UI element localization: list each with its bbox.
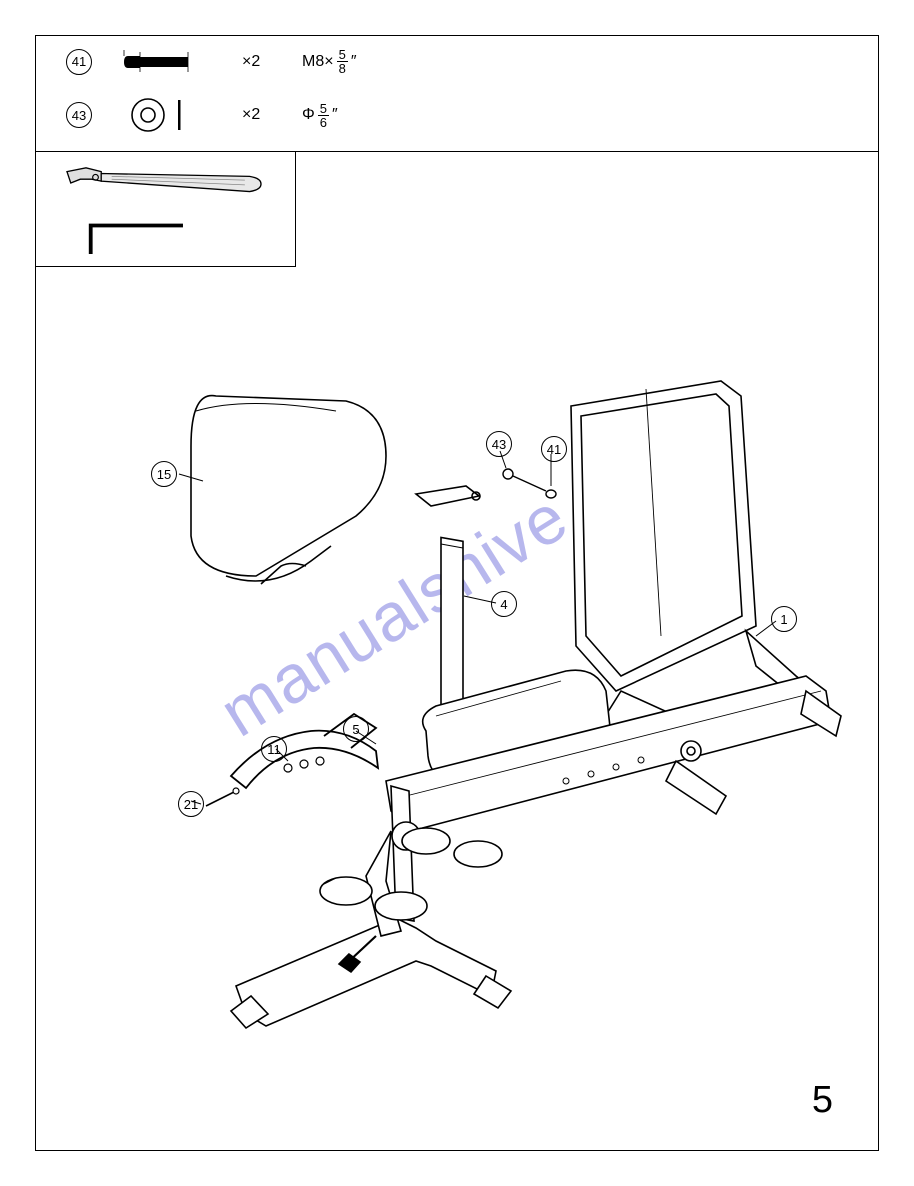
wrench-icon: [54, 164, 274, 204]
part-spec: Φ 5 6 ″: [302, 102, 338, 129]
part-qty: ×2: [242, 53, 302, 71]
tools-box: [36, 152, 296, 267]
callout-15: 15: [151, 461, 177, 487]
step-number: 5: [812, 1079, 833, 1122]
part-id-circle: 43: [66, 102, 92, 128]
parts-list: 41 ×2 M8× 5 8 ″ 43: [36, 36, 878, 152]
bolt-icon: [92, 50, 242, 74]
washer-icon: [92, 97, 242, 133]
allen-key-icon: [54, 216, 194, 254]
callout-1: 1: [771, 606, 797, 632]
callout-43: 43: [486, 431, 512, 457]
callout-4: 4: [491, 591, 517, 617]
callout-41: 41: [541, 436, 567, 462]
part-id-circle: 41: [66, 49, 92, 75]
part-row-41: 41 ×2 M8× 5 8 ″: [66, 48, 848, 75]
callout-21: 21: [178, 791, 204, 817]
part-row-43: 43 ×2 Φ 5 6 ″: [66, 97, 848, 133]
part-spec: M8× 5 8 ″: [302, 48, 356, 75]
page-frame: 41 ×2 M8× 5 8 ″ 43: [35, 35, 879, 1151]
callout-11: 11: [261, 736, 287, 762]
assembly-diagram: manualshive.com: [36, 336, 878, 1150]
callout-5: 5: [343, 716, 369, 742]
part-qty: ×2: [242, 106, 302, 124]
